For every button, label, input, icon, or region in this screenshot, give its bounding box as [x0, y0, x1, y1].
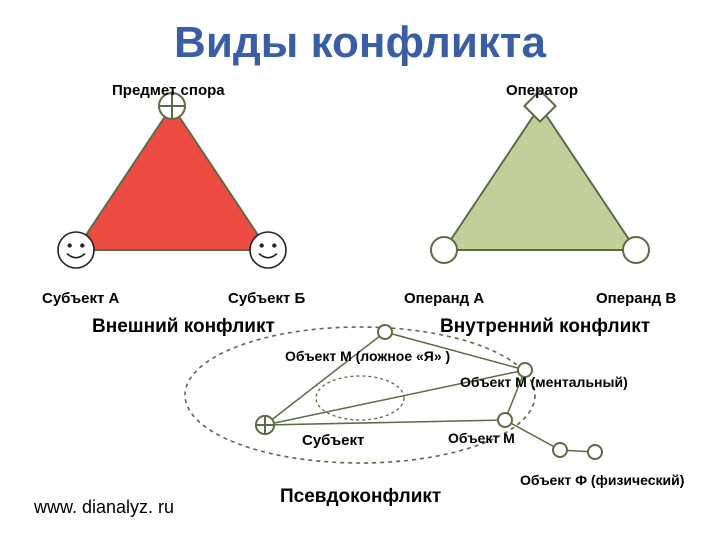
- right-caption: Внутренний конфликт: [440, 316, 650, 338]
- pseudo-objm-label: Объект М: [448, 430, 515, 446]
- right-bl-label: Операнд А: [404, 290, 484, 307]
- left-bl-label: Субъект А: [42, 290, 119, 307]
- left-top-label: Предмет спора: [112, 82, 225, 99]
- footer-url: www. dianalyz. ru: [34, 497, 174, 518]
- right-top-label: Оператор: [506, 82, 578, 99]
- pseudo-caption: Псевдоконфликт: [280, 486, 441, 508]
- left-caption: Внешний конфликт: [92, 316, 275, 338]
- right-br-label: Операнд В: [596, 290, 676, 307]
- pseudo-phys-label: Объект Ф (физический): [520, 472, 684, 488]
- diagram-canvas: [0, 0, 720, 540]
- pseudo-false-self-label: Объект М (ложное «Я» ): [285, 348, 450, 364]
- left-br-label: Субъект Б: [228, 290, 305, 307]
- pseudo-mental-label: Объект М (ментальный): [460, 374, 628, 390]
- pseudo-subject-label: Субъект: [302, 432, 364, 449]
